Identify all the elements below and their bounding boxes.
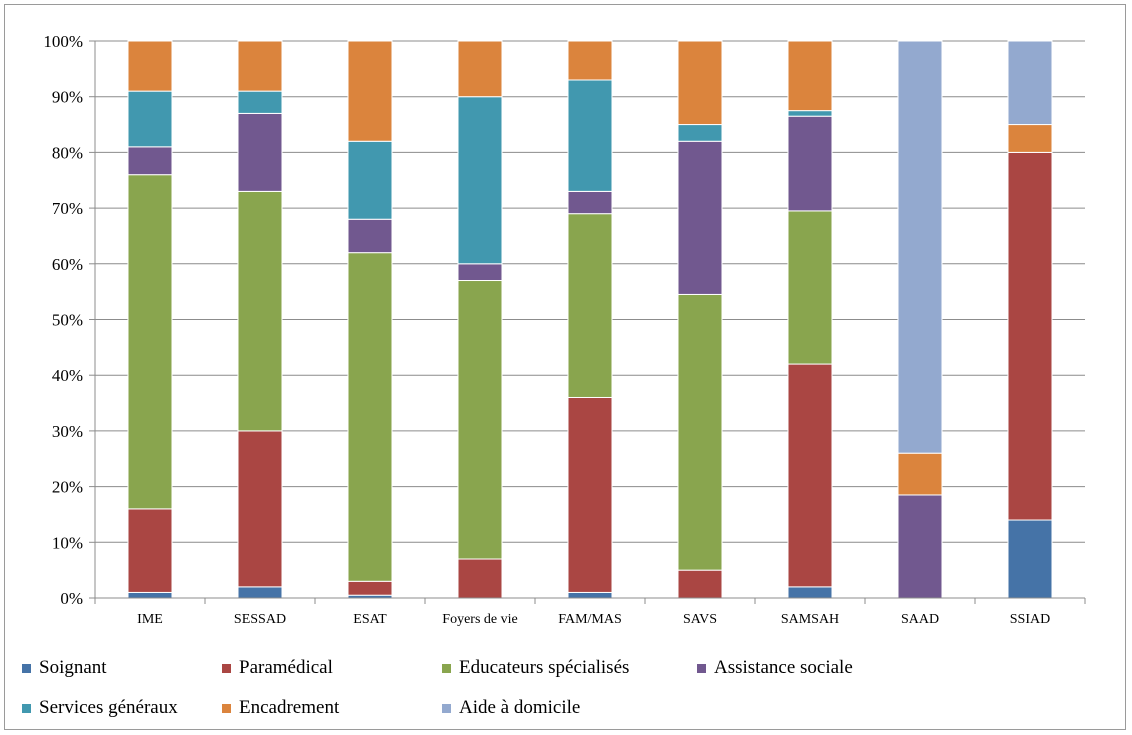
y-tick-label: 100% [43,32,83,51]
x-tick-label: IME [137,612,163,627]
legend-swatch [22,703,31,713]
bar-segment [567,591,613,599]
bar-segment [677,140,723,295]
y-axis: 0% 10% 20% 30% 40% 50% 60% 70% 80% 90% 100% [43,32,96,608]
legend-row: Soignant Paramédical Educateurs spécialisé… [22,648,1112,688]
x-tick-label: Foyers de vie [442,612,517,627]
legend-item: Paramédical [222,657,442,679]
legend-item: Assistance sociale [697,657,937,679]
bar-segment [237,112,283,192]
x-tick-label: SSIAD [1010,612,1050,627]
bar-segment [567,79,613,192]
bar-segment [787,115,833,212]
bar-segment [347,580,393,596]
bar-segment [457,40,503,98]
legend-item: Soignant [22,657,222,679]
legend-item: Aide à domicile [442,697,697,719]
legend-label: Educateurs spécialisés [459,657,630,678]
legend-swatch [442,703,451,713]
legend-label: Soignant [39,657,107,678]
x-tick-label: FAM/MAS [558,612,622,627]
bar-segment [347,218,393,254]
bar-segment [457,263,503,282]
bar-segment [787,40,833,112]
legend: Soignant Paramédical Educateurs spécialisé… [22,648,1112,728]
bar-segment [1007,151,1053,521]
x-tick-label: SESSAD [234,612,286,627]
bar-segment [1007,519,1053,599]
y-tick-label: 80% [52,143,83,162]
y-tick-label: 50% [52,311,83,330]
x-tick-label: ESAT [353,612,387,627]
bar-segment [787,586,833,599]
bar-segment [237,430,283,588]
bar-segment [237,190,283,432]
bar-segment [127,174,173,510]
bar-segment [897,452,943,496]
y-tick-label: 90% [52,88,83,107]
legend-swatch [222,703,231,713]
y-tick-label: 70% [52,199,83,218]
bar-segment [1007,124,1053,153]
y-tick-label: 40% [52,366,83,385]
y-tick-label: 10% [52,533,83,552]
bar-segment [567,40,613,81]
bar-segment [457,558,503,599]
legend-item: Services généraux [22,697,222,719]
y-tick-label: 0% [60,589,83,608]
y-tick-label: 30% [52,422,83,441]
bar-segment [787,363,833,588]
bar-segment [897,40,943,454]
bar-segment [237,90,283,114]
x-tick-label: SAAD [901,612,939,627]
legend-swatch [442,663,451,673]
legend-label: Assistance sociale [714,657,853,678]
legend-label: Services généraux [39,697,178,718]
x-tick-label: SAMSAH [781,612,839,627]
legend-label: Encadrement [239,697,340,718]
legend-swatch [22,663,31,673]
bar-segment [457,280,503,560]
legend-label: Paramédical [239,657,333,678]
y-tick-label: 20% [52,478,83,497]
bar-segment [347,140,393,220]
bars [127,40,1053,599]
x-axis: IME SESSAD ESAT Foyers de vie FAM/MAS SAVS SAM… [94,597,1086,627]
bar-segment [127,508,173,593]
bar-segment [347,252,393,582]
bar-segment [347,40,393,142]
bar-segment [237,586,283,599]
bar-segment [787,210,833,365]
legend-swatch [222,663,231,673]
bar-segment [567,213,613,398]
legend-row: Services généraux Encadrement Aide à domic… [22,688,1112,728]
y-tick-label: 60% [52,255,83,274]
bar-segment [567,190,613,215]
bar-segment [127,591,173,599]
x-tick-label: SAVS [683,612,717,627]
bar-segment [1007,40,1053,126]
bar-segment [127,40,173,92]
legend-item: Encadrement [222,697,442,719]
bar-segment [127,146,173,176]
legend-label: Aide à domicile [459,697,581,718]
bar-segment [677,124,723,142]
bar-segment [897,494,943,599]
bar-segment [677,569,723,599]
bar-segment [677,40,723,126]
bar-segment [567,396,613,593]
legend-swatch [697,663,706,673]
bar-segment [237,40,283,92]
legend-item: Educateurs spécialisés [442,657,697,679]
bar-segment [457,96,503,265]
bar-segment [677,293,723,571]
bar-segment [787,110,833,117]
bar-segment [127,90,173,148]
